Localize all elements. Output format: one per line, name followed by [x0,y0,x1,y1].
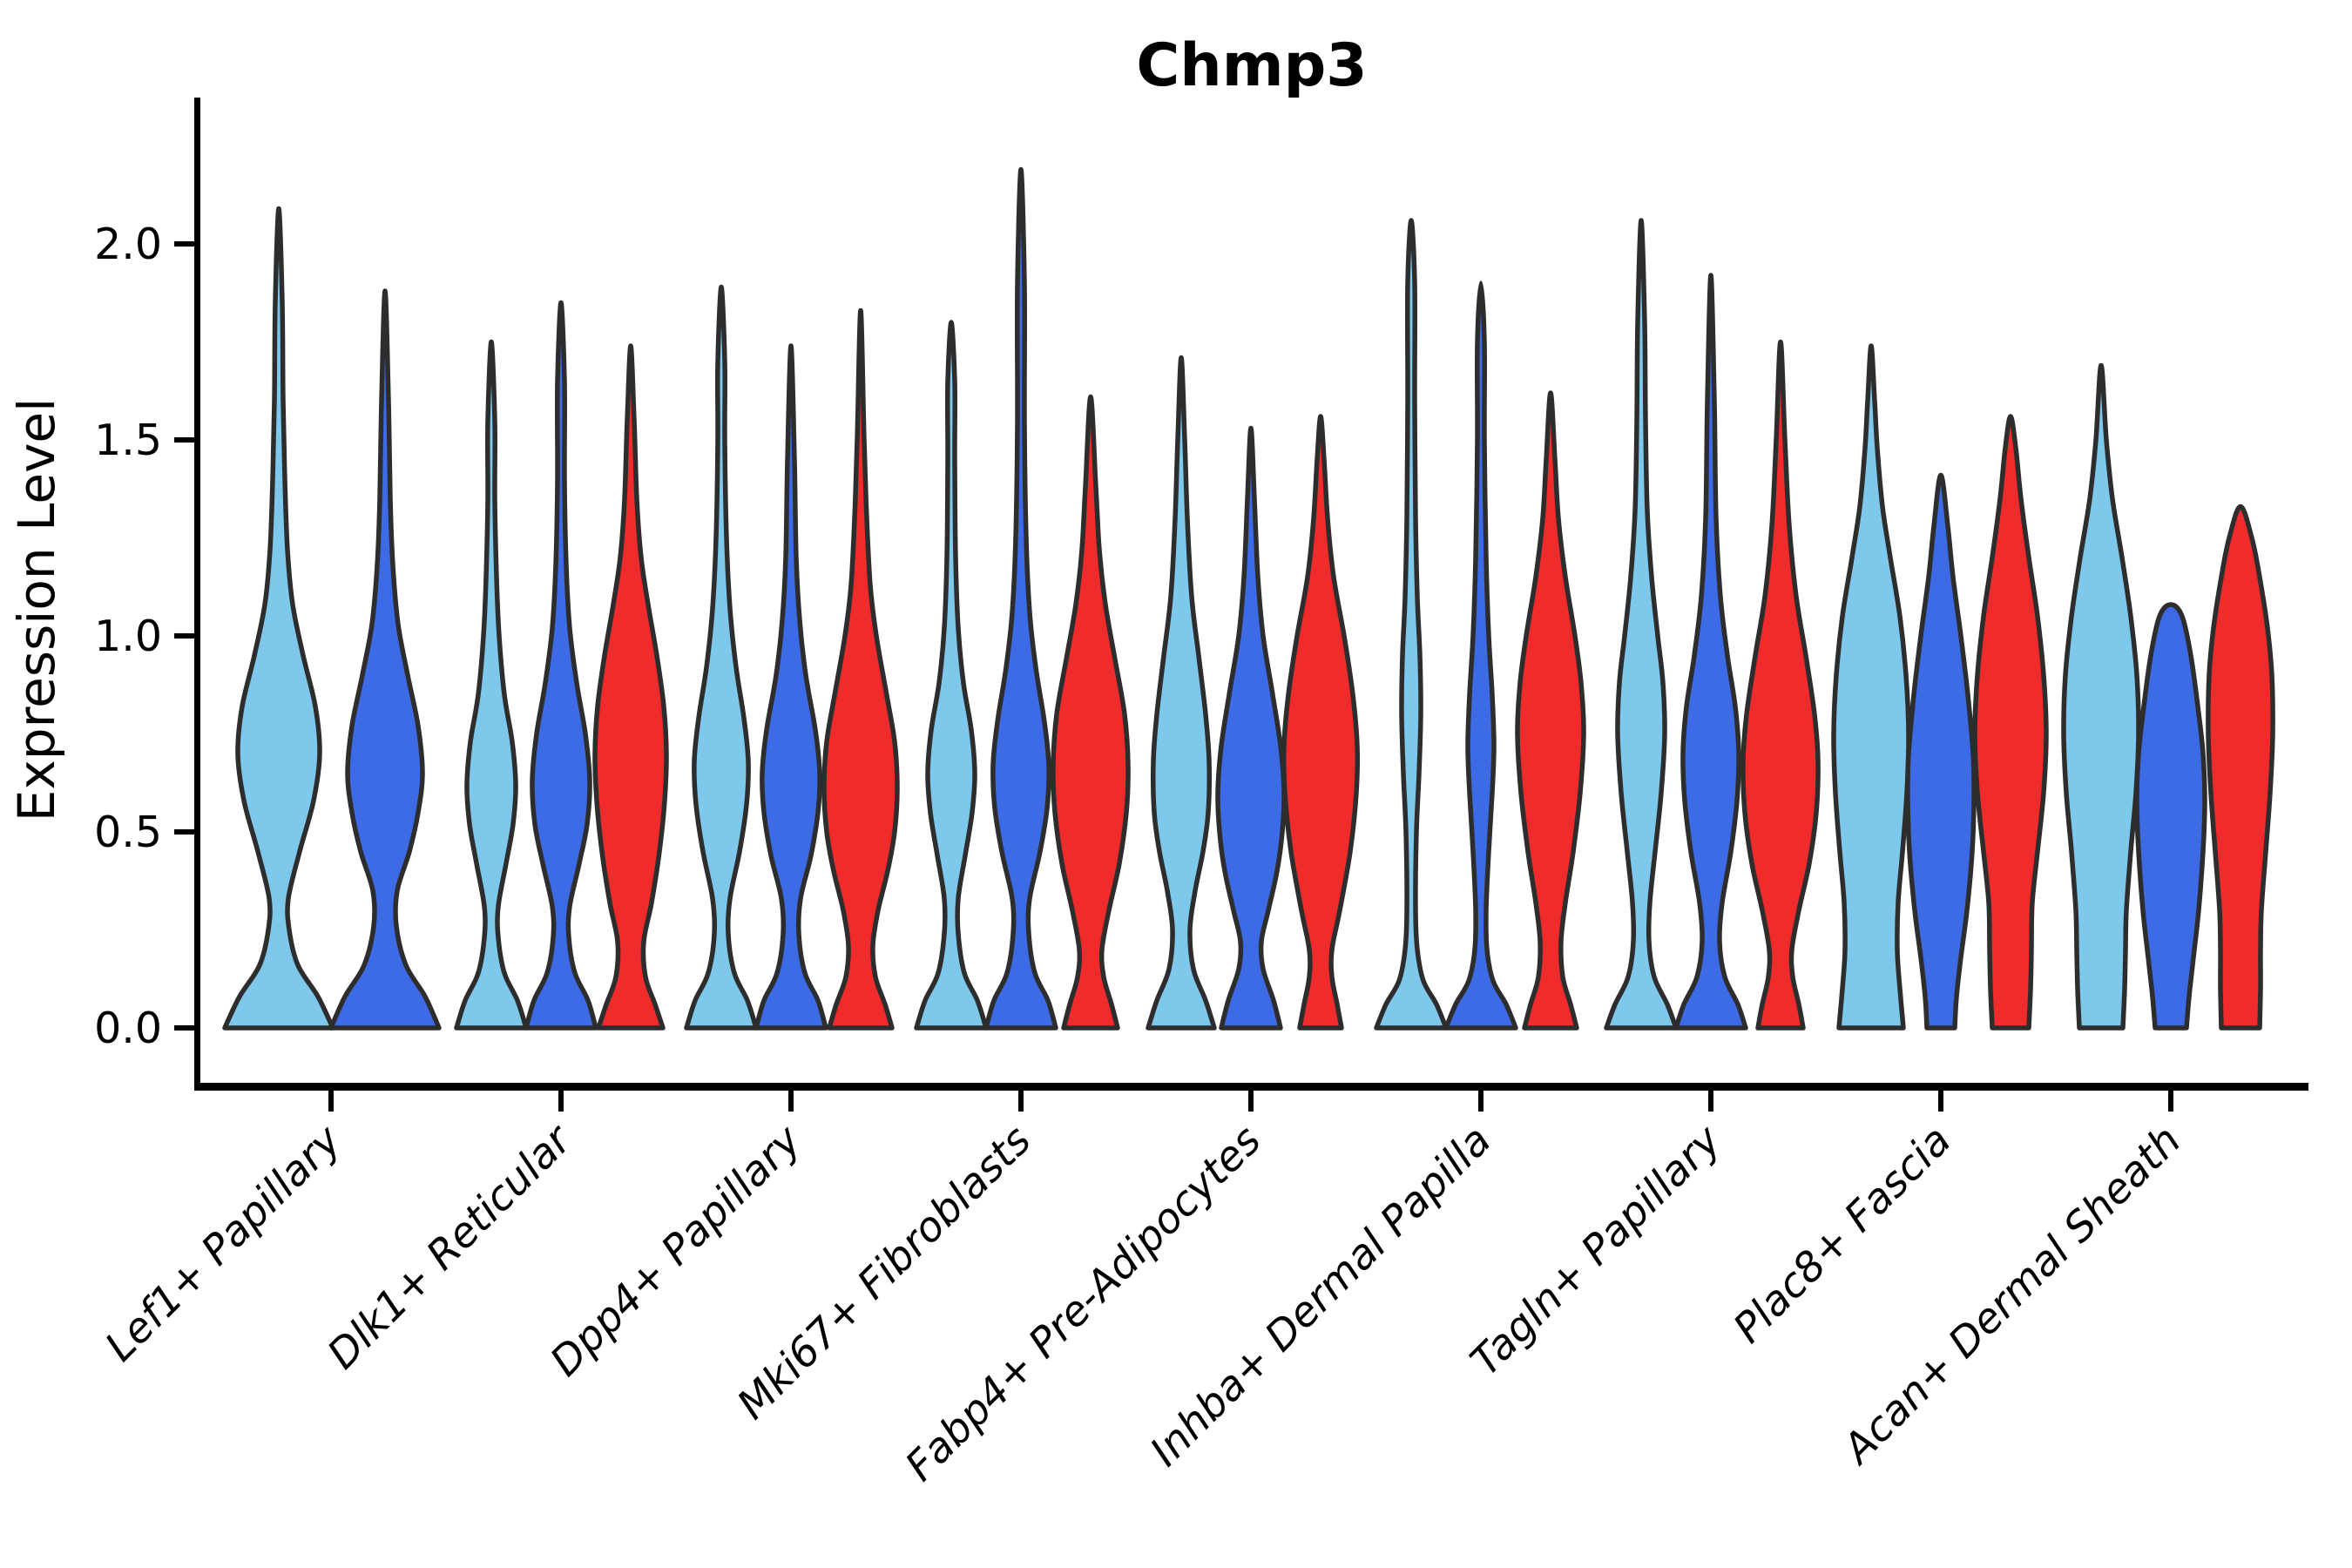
violin-shape [914,320,989,1031]
x-tick-label: Lef1+ Papillary [96,1116,351,1371]
violin-shape [1673,273,1748,1031]
x-tick-label: Tagln+ Papillary [1462,1116,1732,1386]
violin-shape [1972,414,2049,1031]
x-tick-label: Dpp4+ Papillary [541,1116,811,1386]
violin-shape [754,343,828,1031]
violin-shape [1281,414,1361,1031]
violin-shape [1215,425,1287,1031]
violin-shape [328,288,442,1031]
violin-shape [1604,218,1679,1031]
y-tick-label: 1.0 [94,612,162,661]
x-tick-label: Plac8+ Fascia [1724,1117,1960,1353]
violin-shape [1146,355,1217,1031]
violin-shape [2206,504,2275,1031]
x-tick-label: Dlk1+ Reticular [319,1115,583,1379]
violin-shape [821,308,900,1031]
page-title: Chmp3 [1136,31,1367,100]
violin-shape [1831,343,1911,1031]
violin-shape [592,343,669,1031]
y-axis-label: Expression Level [7,398,66,821]
violin-shape [2134,602,2207,1031]
violin-shape [1905,472,1977,1031]
violin-shape [2061,362,2141,1031]
y-tick-label: 0.5 [94,808,162,857]
violin-shape [454,339,529,1031]
violin-shape [524,300,598,1031]
y-axis-ticks: 0.0 0.5 1.0 1.5 2.0 [94,220,197,1053]
violin-shape [684,284,759,1031]
y-tick-label: 2.0 [94,220,162,269]
violin-shape [1515,390,1586,1031]
violin-shape [222,206,335,1031]
violin-shape [1740,339,1821,1031]
violin-shape [1443,280,1518,1031]
violin-shape [1051,394,1131,1031]
violin-shape [1374,218,1449,1031]
y-tick-label: 0.0 [94,1004,162,1053]
violins-layer [222,166,2275,1031]
violin-shape [983,166,1058,1031]
y-tick-label: 1.5 [94,416,162,465]
